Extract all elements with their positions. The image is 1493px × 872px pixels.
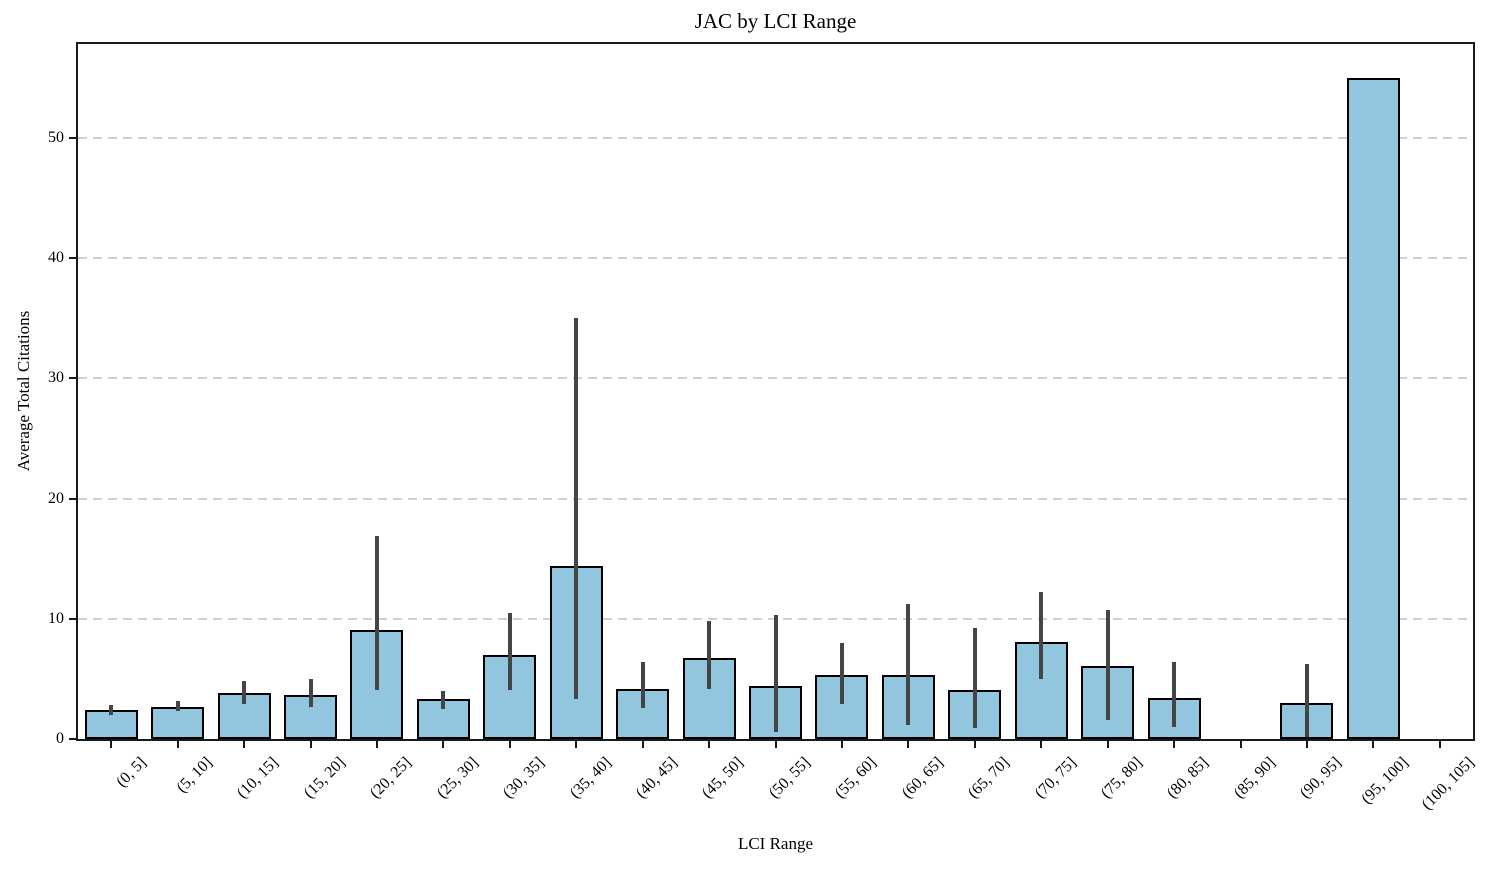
x-tick-mark: [973, 741, 976, 748]
x-tick-label: (40, 45]: [632, 754, 681, 802]
x-tick-mark: [708, 741, 711, 748]
x-tick-mark: [243, 741, 246, 748]
bar: [1346, 77, 1400, 739]
y-tick-mark: [69, 377, 76, 380]
x-tick-label: (25, 30]: [433, 754, 482, 802]
x-tick-label: (90, 95]: [1297, 754, 1345, 802]
error-bar: [839, 642, 844, 705]
y-tick-label: 20: [48, 489, 64, 507]
error-bar: [574, 318, 579, 700]
x-tick-label: (95, 100]: [1357, 754, 1412, 808]
x-tick-mark: [1438, 741, 1441, 748]
x-tick-label: (70, 75]: [1031, 754, 1080, 802]
x-tick-mark: [1305, 741, 1308, 748]
gridline-y-40: [78, 257, 1473, 260]
error-bar: [374, 535, 379, 690]
error-bar: [507, 612, 512, 690]
x-tick-label: (0, 5]: [112, 754, 150, 791]
chart-title: JAC by LCI Range: [694, 9, 857, 33]
error-bar: [1304, 664, 1309, 737]
x-tick-mark: [375, 741, 378, 748]
x-tick-label: (60, 65]: [898, 754, 947, 802]
x-tick-label: (55, 60]: [832, 754, 880, 802]
error-bar: [242, 681, 247, 705]
x-tick-mark: [907, 741, 910, 748]
x-tick-mark: [641, 741, 644, 748]
y-tick-mark: [69, 136, 76, 139]
gridline-y-30: [78, 377, 1473, 380]
plot-area: [76, 42, 1475, 741]
y-tick-mark: [69, 257, 76, 260]
error-bar: [175, 700, 180, 712]
x-tick-mark: [176, 741, 179, 748]
error-bar: [640, 662, 645, 708]
y-tick-label: 30: [48, 369, 64, 387]
x-tick-mark: [508, 741, 511, 748]
error-bar: [906, 604, 911, 725]
error-bar: [1172, 662, 1177, 727]
x-tick-mark: [309, 741, 312, 748]
y-tick-label: 50: [48, 128, 64, 146]
x-tick-mark: [575, 741, 578, 748]
error-bar: [1105, 610, 1110, 720]
error-bar: [308, 678, 313, 707]
x-tick-label: (50, 55]: [765, 754, 814, 802]
x-tick-mark: [442, 741, 445, 748]
x-tick-label: (10, 15]: [234, 754, 283, 802]
error-bar: [441, 690, 446, 709]
gridline-y-20: [78, 497, 1473, 500]
x-tick-mark: [774, 741, 777, 748]
error-bar: [773, 615, 778, 732]
x-tick-label: (15, 20]: [300, 754, 349, 802]
y-tick-mark: [69, 617, 76, 620]
x-tick-label: (45, 50]: [699, 754, 748, 802]
x-tick-label: (100, 105]: [1418, 754, 1478, 814]
bar: [151, 706, 205, 739]
x-tick-mark: [1239, 741, 1242, 748]
x-tick-label: (85, 90]: [1230, 754, 1279, 802]
x-tick-mark: [110, 741, 113, 748]
y-tick-label: 10: [48, 609, 64, 627]
bar: [616, 688, 670, 739]
x-tick-mark: [1106, 741, 1109, 748]
error-bar: [1039, 592, 1044, 679]
x-tick-label: (5, 10]: [173, 754, 216, 797]
error-bar: [109, 705, 114, 715]
y-tick-label: 40: [48, 249, 64, 267]
error-bar: [972, 628, 977, 729]
x-tick-label: (75, 80]: [1097, 754, 1146, 802]
error-bar: [707, 621, 712, 689]
x-tick-label: (35, 40]: [566, 754, 615, 802]
x-axis-label: LCI Range: [737, 834, 814, 853]
x-tick-mark: [840, 741, 843, 748]
gridline-y-50: [78, 136, 1473, 139]
y-axis-label: Average Total Citations: [14, 310, 33, 472]
x-tick-label: (30, 35]: [499, 754, 548, 802]
bar: [84, 710, 138, 739]
y-tick-label: 0: [56, 730, 64, 747]
y-tick-mark: [69, 738, 76, 740]
x-tick-mark: [1040, 741, 1043, 748]
bar: [1014, 641, 1068, 739]
x-tick-mark: [1173, 741, 1176, 748]
x-tick-label: (20, 25]: [367, 754, 415, 802]
x-tick-label: (65, 70]: [964, 754, 1013, 802]
y-tick-mark: [69, 497, 76, 500]
x-tick-label: (80, 85]: [1164, 754, 1213, 802]
x-tick-mark: [1372, 741, 1375, 748]
